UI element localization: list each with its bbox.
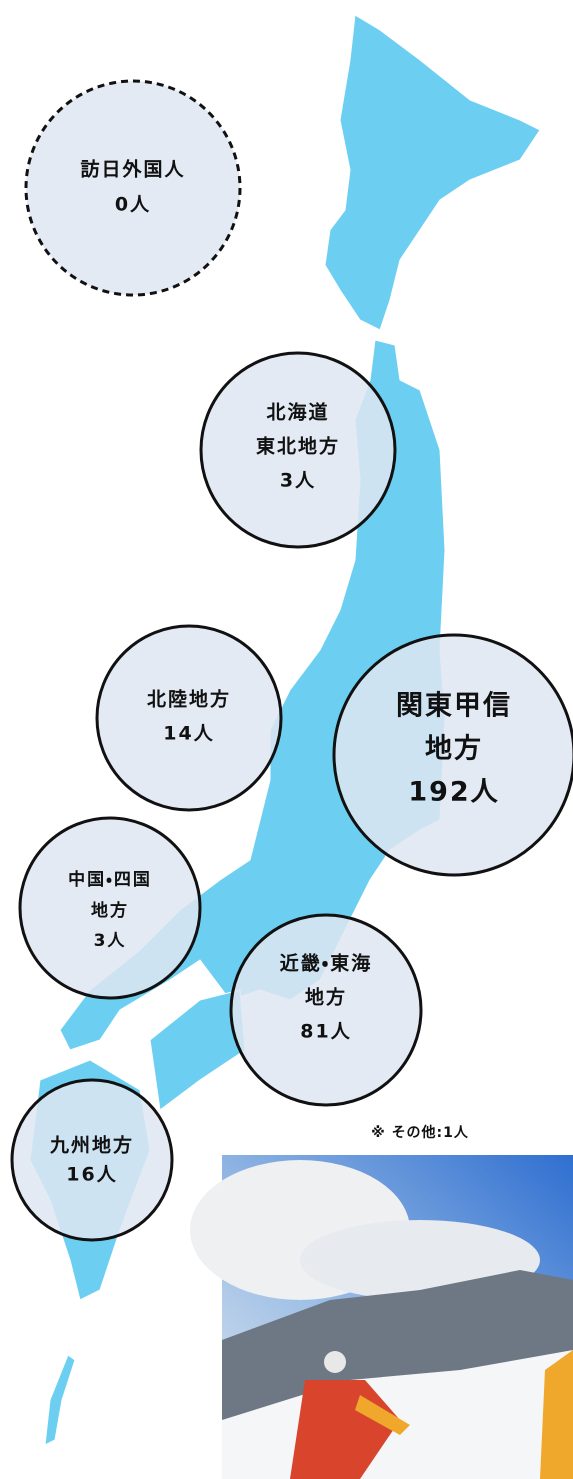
region-circle bbox=[97, 626, 281, 810]
region-count: 0人 bbox=[115, 194, 151, 216]
region-label: 近畿・東海 bbox=[280, 952, 372, 975]
photo bbox=[190, 1155, 573, 1479]
region-count: 192人 bbox=[408, 777, 499, 808]
region-label: 地方 bbox=[425, 734, 483, 765]
page: {"regions": [ {"lines": ["訪日外国人"], "coun… bbox=[0, 0, 573, 1479]
region-label: 北陸地方 bbox=[147, 688, 231, 711]
region-circle bbox=[26, 81, 240, 295]
region-label: 訪日外国人 bbox=[80, 158, 185, 181]
region-label: 東北地方 bbox=[256, 435, 340, 458]
region-circle bbox=[231, 915, 421, 1105]
region-label: 九州地方 bbox=[49, 1134, 134, 1157]
region-label: 地方 bbox=[91, 900, 129, 921]
note: ※ その他:1人 bbox=[371, 1124, 469, 1141]
region-count: 3人 bbox=[280, 470, 316, 492]
region-label: 北海道 bbox=[266, 401, 329, 424]
region-count: 16人 bbox=[66, 1164, 117, 1186]
region-count: 81人 bbox=[300, 1021, 351, 1043]
region-label: 地方 bbox=[305, 986, 347, 1009]
region-count: 3人 bbox=[94, 931, 127, 951]
region-label: 中国・四国 bbox=[68, 869, 152, 890]
region-label: 関東甲信 bbox=[396, 691, 512, 722]
region-count: 14人 bbox=[163, 723, 214, 745]
infographic: 訪日外国人 0人 北海道 東北地方 3人 北陸地方 14人 関東甲信 地方 19… bbox=[0, 0, 573, 1479]
region-circle bbox=[12, 1080, 172, 1240]
